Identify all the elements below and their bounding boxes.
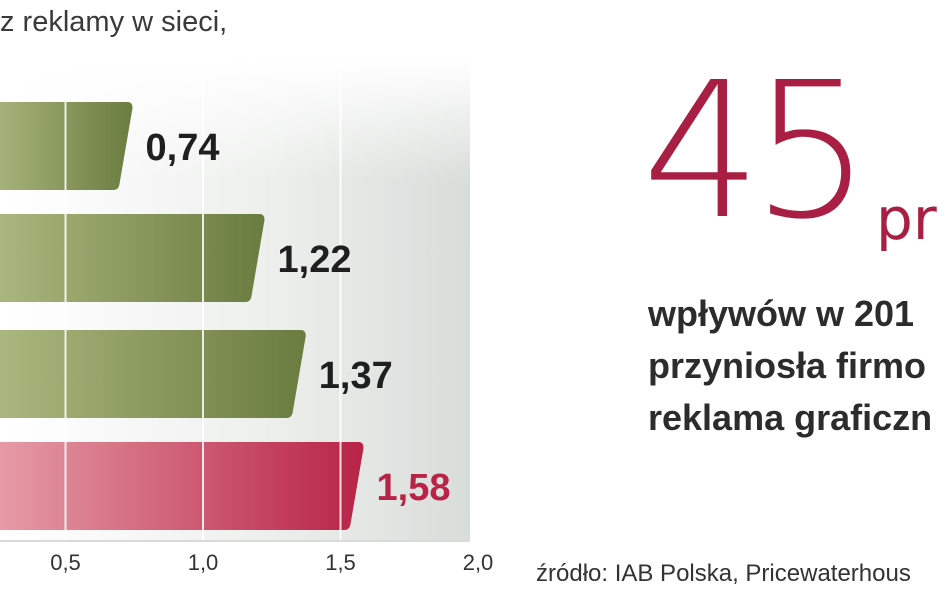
x-tick-label-4: 2,0 (463, 550, 494, 575)
callout-line-2: przyniosła firmo (648, 345, 927, 386)
x-tick-label-3: 1,5 (325, 550, 356, 575)
value-label-3: 1,37 (319, 355, 393, 397)
source-note: źródło: IAB Polska, Pricewaterhous (536, 560, 911, 587)
chart-subtitle: z reklamy w sieci, (0, 6, 228, 38)
bar-2 (0, 214, 265, 302)
callout-number: 45 (642, 42, 871, 261)
x-tick-label-2: 1,0 (188, 550, 219, 575)
bar-4 (0, 442, 364, 530)
value-label-2: 1,22 (278, 239, 352, 281)
callout-unit: pr (876, 185, 937, 253)
bar-3 (0, 330, 306, 418)
callout-line-1: wpływów w 201 (648, 293, 915, 334)
x-tick-label-1: 0,5 (50, 550, 81, 575)
value-label-1: 0,74 (146, 127, 220, 169)
callout-line-3: reklama graficzn (648, 397, 933, 438)
value-label-4: 1,58 (377, 467, 451, 509)
